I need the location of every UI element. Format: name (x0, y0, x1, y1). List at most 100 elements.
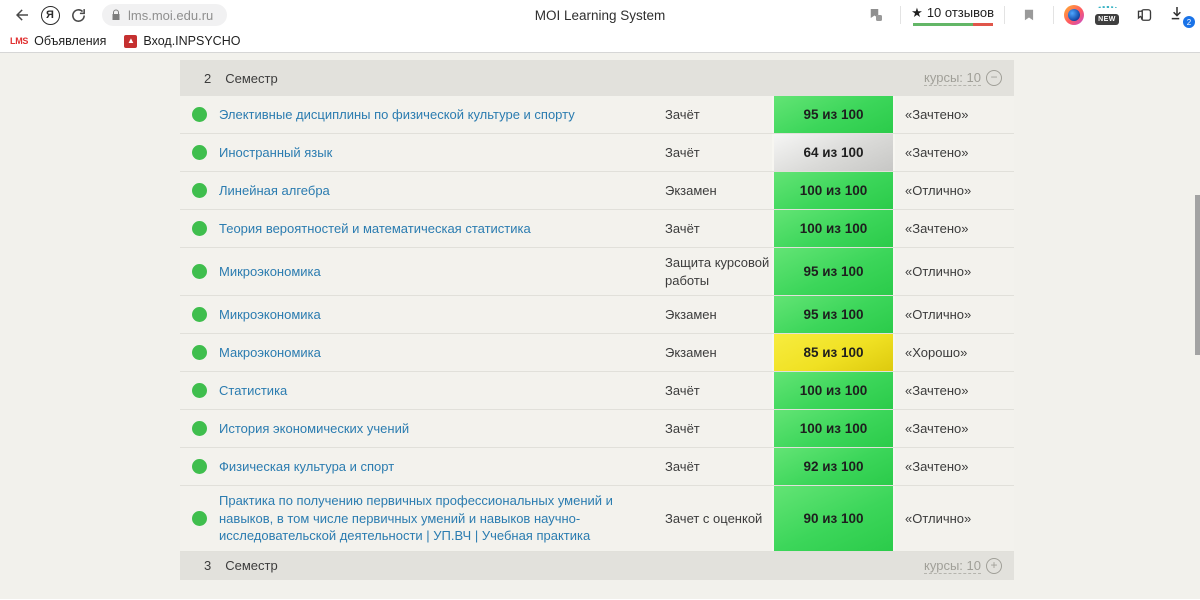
assessment-type: Зачет с оценкой (665, 510, 763, 526)
lock-icon (112, 9, 120, 20)
course-link[interactable]: Микроэкономика (219, 263, 321, 279)
grade-text: «Зачтено» (905, 383, 969, 399)
table-row: Микроэкономика Защита курсовой работы 95… (180, 248, 1014, 297)
table-row: Элективные дисциплины по физической куль… (180, 96, 1014, 134)
sparkle-icon (1097, 6, 1117, 10)
table-row: Макроэкономика Экзамен 85 из 100 «Хорошо… (180, 334, 1014, 373)
download-arrow-icon (1171, 7, 1181, 20)
status-cell (180, 410, 219, 447)
semester-label: Семестр (225, 70, 278, 86)
course-link[interactable]: Макроэкономика (219, 344, 321, 360)
grade-text: «Отлично» (905, 510, 972, 526)
extension-orb-icon[interactable] (1064, 5, 1084, 25)
course-link[interactable]: Теория вероятностей и математическая ста… (219, 220, 531, 236)
vertical-scrollbar-thumb[interactable] (1195, 195, 1200, 355)
grade-text: «Зачтено» (905, 459, 969, 475)
grade-text: «Отлично» (905, 264, 972, 280)
star-icon: ★ (911, 4, 923, 20)
status-dot-icon (192, 107, 207, 122)
status-cell (180, 96, 219, 133)
score-badge: 100 из 100 (772, 410, 895, 448)
assessment-type: Зачёт (665, 106, 700, 122)
download-count-badge: 2 (1183, 16, 1195, 28)
bookmarks-bar: LMS Объявления ▲ Вход.INPSYCHO (0, 30, 1200, 53)
refresh-icon (71, 8, 85, 22)
course-link[interactable]: Микроэкономика (219, 306, 321, 322)
status-dot-icon (192, 510, 207, 526)
browser-toolbar: Я lms.moi.edu.ru MOI Learning System ★ 1… (0, 0, 1200, 30)
assessment-type: Защита курсовой работы (665, 255, 770, 288)
grade-text: «Хорошо» (905, 345, 968, 361)
status-cell (180, 172, 219, 209)
yandex-home-button[interactable]: Я (36, 3, 64, 27)
grade-text: «Отлично» (905, 183, 972, 198)
status-cell (180, 210, 219, 247)
course-link[interactable]: Статистика (219, 382, 288, 398)
rating-bar (912, 22, 993, 26)
new-extension-icon[interactable]: NEW (1094, 5, 1120, 25)
expand-semester-button[interactable]: + (986, 557, 1002, 574)
score-badge: 95 из 100 (772, 296, 895, 334)
address-bar[interactable]: lms.moi.edu.ru (102, 4, 227, 26)
back-arrow-icon (16, 9, 28, 21)
new-badge: NEW (1095, 14, 1119, 25)
table-row: Физическая культура и спорт Зачёт 92 из … (180, 448, 1014, 487)
table-row: Линейная алгебра Экзамен 100 из 100 «Отл… (180, 172, 1014, 210)
status-dot-icon (192, 421, 207, 437)
status-dot-icon (192, 307, 207, 323)
score-badge: 100 из 100 (772, 210, 895, 247)
score-badge: 92 из 100 (772, 448, 895, 486)
grades-table: 2 Семестр курсы: 10 − Элективные дисципл… (180, 60, 1014, 580)
url-text: lms.moi.edu.ru (128, 7, 214, 23)
grade-text: «Зачтено» (905, 421, 969, 437)
score-badge: 95 из 100 (772, 248, 895, 296)
bookmark-label: Вход.INPSYCHO (143, 34, 241, 48)
grade-text: «Зачтено» (905, 145, 969, 160)
bookmark-item-inpsycho[interactable]: ▲ Вход.INPSYCHO (124, 34, 240, 48)
score-badge: 90 из 100 (772, 486, 895, 551)
status-dot-icon (192, 183, 207, 198)
assessment-type: Зачёт (665, 220, 700, 236)
site-reviews-button[interactable]: ★ 10 отзывов (911, 5, 994, 26)
tag-panel-icon[interactable] (1130, 3, 1158, 27)
status-cell (180, 486, 219, 551)
page-content: 2 Семестр курсы: 10 − Элективные дисципл… (0, 53, 1200, 599)
assessment-type: Зачёт (665, 144, 700, 160)
collapse-semester-button[interactable]: − (986, 70, 1002, 86)
assessment-type: Экзамен (665, 306, 717, 322)
course-link[interactable]: История экономических учений (219, 420, 410, 436)
bookmark-label: Объявления (34, 34, 107, 48)
table-row: Статистика Зачёт 100 из 100 «Зачтено» (180, 372, 1014, 411)
assessment-type: Зачёт (665, 458, 700, 474)
grade-text: «Зачтено» (905, 107, 969, 122)
separator (1004, 6, 1005, 24)
courses-count-link[interactable]: курсы: 10 (924, 557, 981, 574)
bookmark-icon[interactable] (1015, 3, 1043, 27)
status-dot-icon (192, 383, 207, 399)
semester-footer: 3 Семестр курсы: 10 + (180, 551, 1014, 580)
status-cell (180, 448, 219, 485)
course-link[interactable]: Элективные дисциплины по физической куль… (219, 106, 575, 122)
refresh-button[interactable] (64, 3, 92, 27)
course-link[interactable]: Иностранный язык (219, 144, 333, 160)
status-cell (180, 134, 219, 171)
separator (900, 6, 902, 24)
back-button[interactable] (8, 3, 36, 27)
downloads-button[interactable]: 2 (1168, 4, 1195, 28)
toolbar-right-icons: ★ 10 отзывов NEW 2 (862, 3, 1195, 28)
course-link[interactable]: Физическая культура и спорт (219, 458, 395, 474)
bookmark-item-announcements[interactable]: LMS Объявления (10, 34, 106, 48)
course-link[interactable]: Линейная алгебра (219, 182, 330, 198)
table-row: Практика по получению первичных професси… (180, 486, 1014, 552)
semester-header: 2 Семестр курсы: 10 − (180, 60, 1014, 96)
yandex-logo-icon: Я (40, 5, 60, 25)
collections-flag-icon[interactable] (862, 3, 890, 27)
status-dot-icon (192, 145, 207, 160)
course-link[interactable]: Практика по получению первичных професси… (219, 493, 613, 544)
reviews-count-label: 10 отзывов (926, 5, 994, 20)
status-dot-icon (192, 221, 207, 236)
status-cell (180, 334, 219, 371)
courses-count-link[interactable]: курсы: 10 (924, 70, 981, 86)
status-dot-icon (192, 264, 207, 280)
status-dot-icon (192, 459, 207, 475)
